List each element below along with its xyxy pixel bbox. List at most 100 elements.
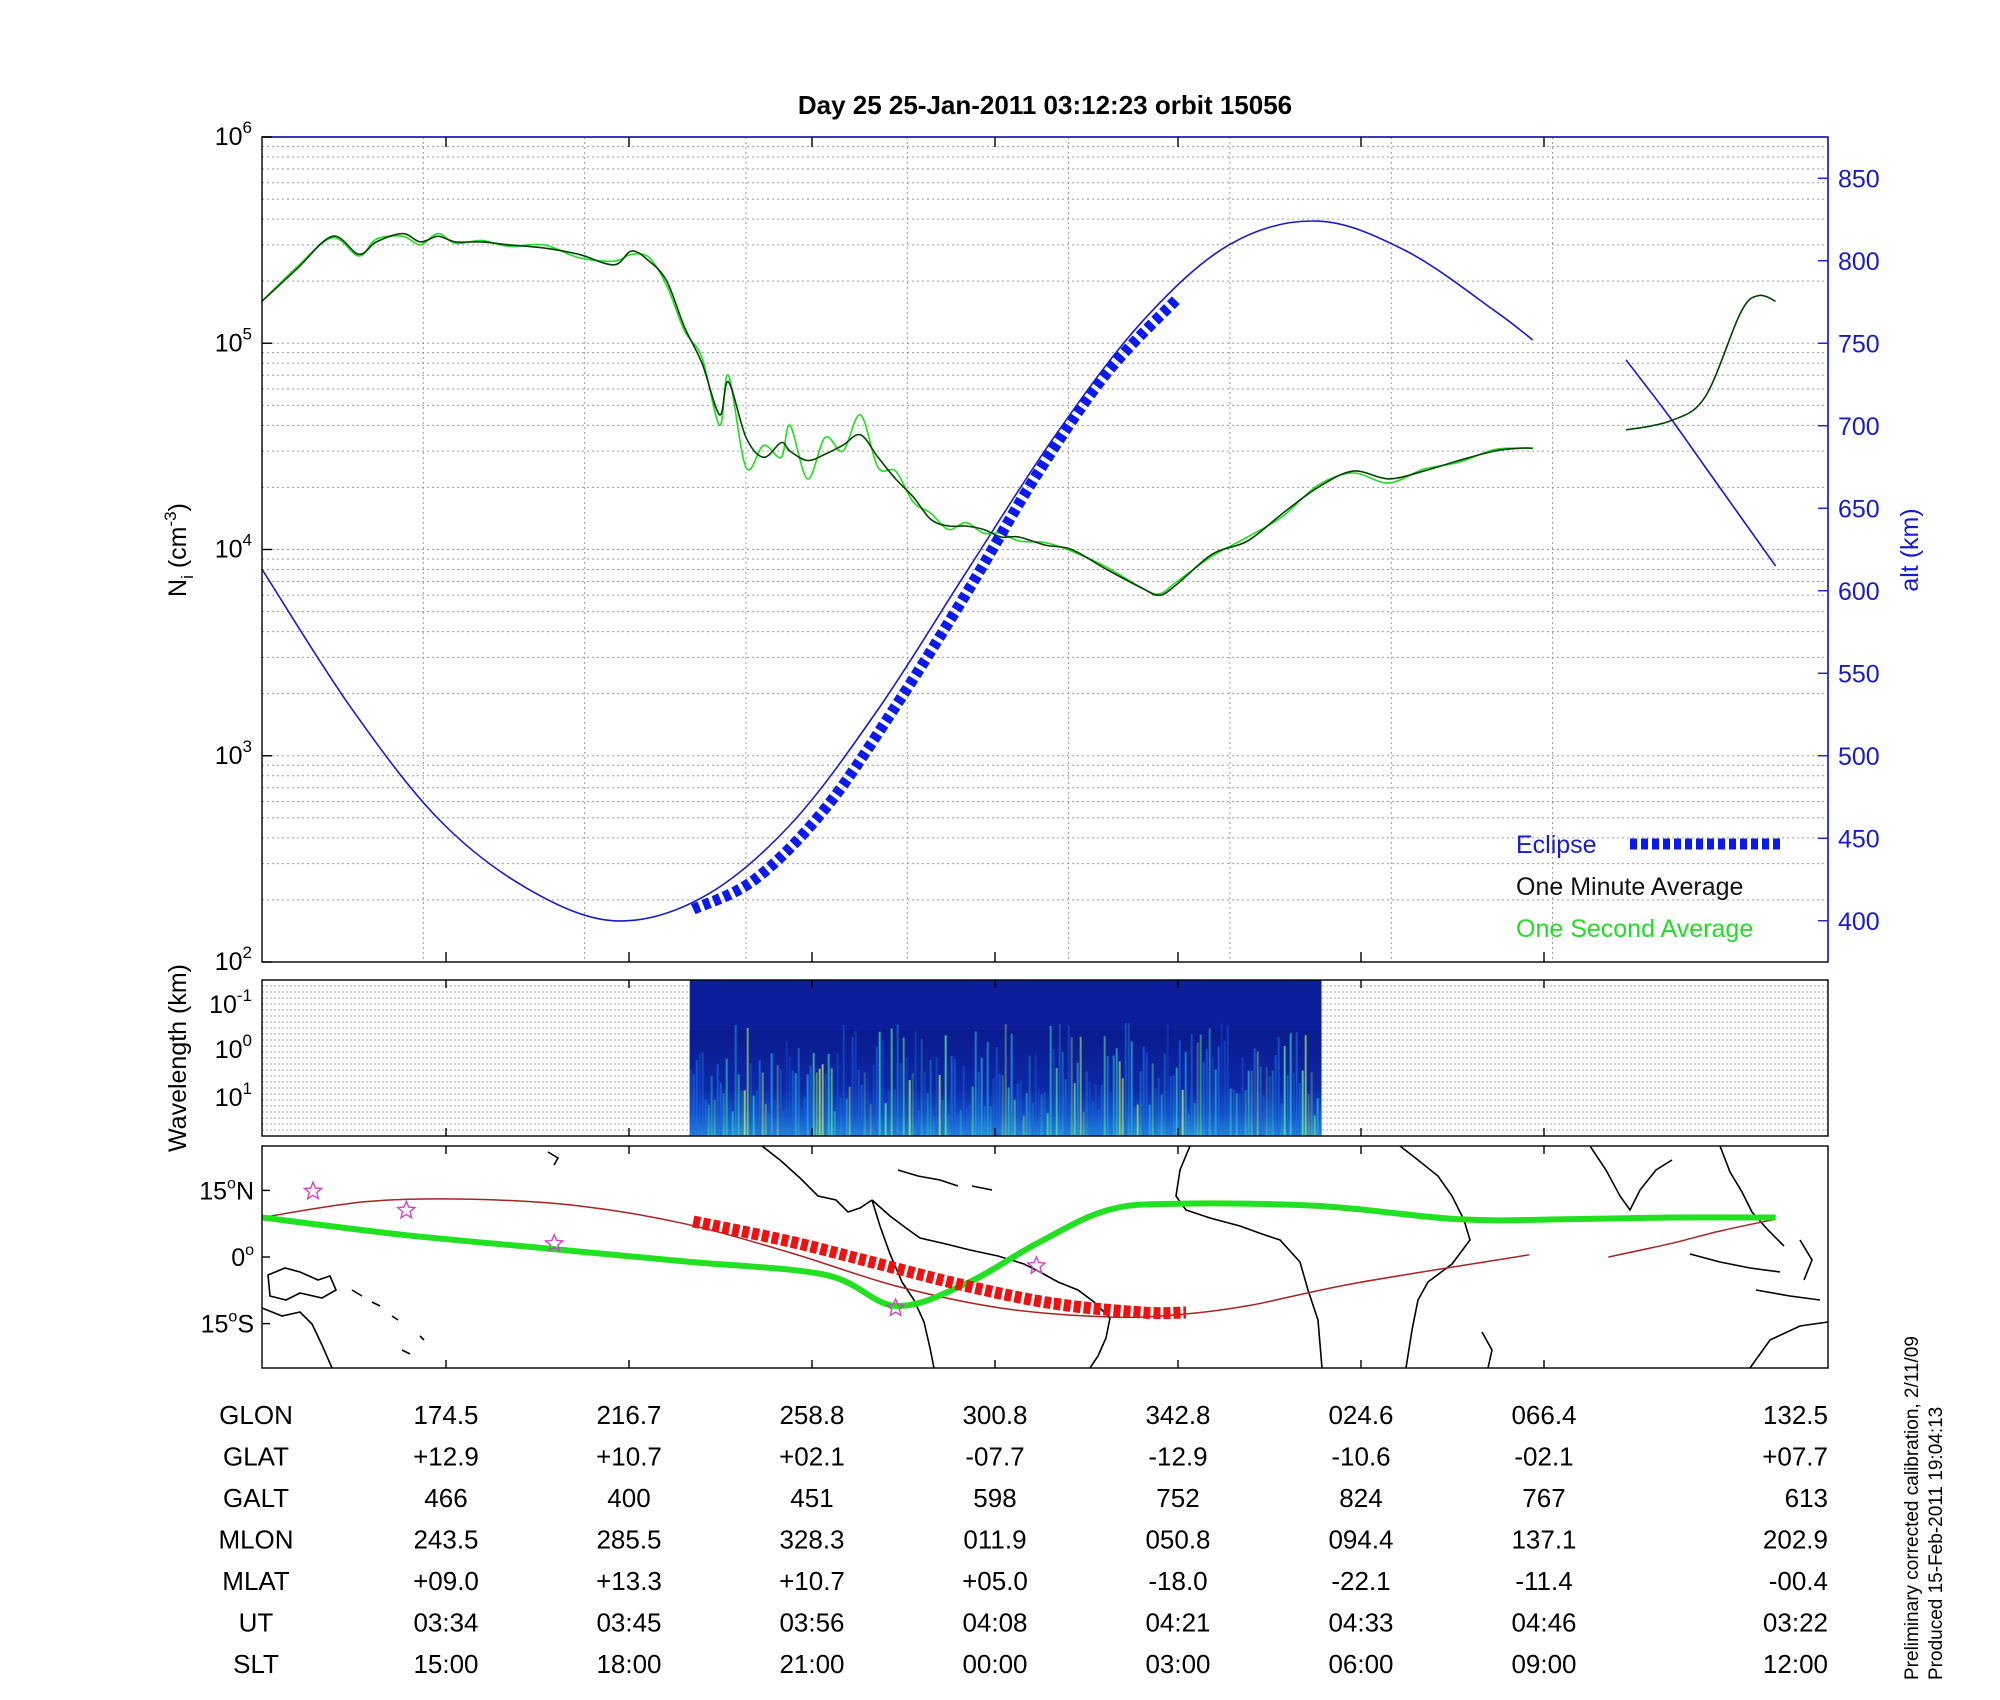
map-star xyxy=(1026,1255,1047,1275)
spectro-column xyxy=(1160,1094,1163,1136)
spectro-column xyxy=(881,1039,884,1136)
table-cell: 243.5 xyxy=(413,1525,478,1555)
spectro-column xyxy=(1148,1104,1151,1136)
spectro-column xyxy=(935,1057,938,1136)
table-cell: 09:00 xyxy=(1511,1649,1576,1679)
spectro-column xyxy=(845,1098,848,1136)
spectro-column xyxy=(983,1105,986,1136)
table-cell: 03:56 xyxy=(779,1608,844,1638)
spectro-column xyxy=(1043,1091,1046,1136)
spectro-column xyxy=(986,1041,989,1136)
table-row-label: UT xyxy=(239,1608,274,1638)
spectro-column xyxy=(1136,1104,1139,1136)
spectro-column xyxy=(1076,1062,1079,1136)
spectro-column xyxy=(1187,1113,1190,1136)
spectro-column xyxy=(1238,1093,1241,1136)
spectro-column xyxy=(959,1110,962,1136)
spectro-column xyxy=(1100,1084,1103,1136)
spectro-column xyxy=(962,1065,965,1136)
spectro-column xyxy=(968,1105,971,1136)
map-star xyxy=(543,1232,565,1253)
spectro-column xyxy=(1142,1046,1145,1136)
spectro-column xyxy=(1211,1056,1214,1136)
spectro-column xyxy=(1265,1067,1268,1136)
spectro-column xyxy=(1184,1051,1187,1136)
table-cell: -00.4 xyxy=(1769,1566,1828,1596)
spectro-column xyxy=(872,1065,875,1136)
spectro-column xyxy=(1022,1115,1025,1136)
map-star xyxy=(885,1297,906,1317)
spectro-column xyxy=(953,1059,956,1136)
table-row-label: GLAT xyxy=(223,1442,289,1472)
table-cell: 066.4 xyxy=(1511,1400,1576,1430)
spectro-column xyxy=(740,1090,743,1136)
table-cell: 598 xyxy=(973,1483,1016,1513)
coast-mexico-caribbean xyxy=(761,1146,873,1213)
spectro-column xyxy=(767,1113,770,1136)
table-row-label: GLON xyxy=(219,1400,293,1430)
table-cell: 050.8 xyxy=(1145,1525,1210,1555)
spectro-column xyxy=(1229,1088,1232,1136)
spectro-column xyxy=(1241,1057,1244,1136)
spectro-column xyxy=(1016,1083,1019,1136)
spectro-column xyxy=(941,1100,944,1136)
spectro-column xyxy=(692,1073,695,1136)
wavelength-tick-label: 100 xyxy=(215,1031,252,1064)
spectro-column xyxy=(791,1070,794,1136)
spectro-column xyxy=(1061,1051,1064,1136)
legend-one-second-label: One Second Average xyxy=(1516,915,1753,943)
coast-south-america-west xyxy=(871,1199,935,1368)
coast-africa-west xyxy=(1175,1146,1323,1368)
legend-one-minute-label: One Minute Average xyxy=(1516,873,1743,901)
spectro-column xyxy=(800,1108,803,1136)
density-tick-label: 103 xyxy=(215,737,252,770)
spectro-column xyxy=(896,1024,899,1136)
coast-australia-north xyxy=(262,1307,333,1368)
spectro-column xyxy=(902,1037,905,1136)
table-cell: 03:45 xyxy=(596,1608,661,1638)
spectro-column xyxy=(1073,1083,1076,1136)
map-frame xyxy=(261,1145,1829,1369)
density-axis-ticks: 102 103 104 105 106 xyxy=(215,118,272,976)
spectro-column xyxy=(1172,1075,1175,1136)
spectro-column xyxy=(875,1046,878,1136)
spectro-column xyxy=(893,1089,896,1136)
spectro-column xyxy=(1298,1082,1301,1136)
spectro-column xyxy=(1205,1049,1208,1136)
wavelength-tick-label: 10-1 xyxy=(209,986,252,1019)
table-cell: -11.4 xyxy=(1515,1566,1572,1596)
spectro-column xyxy=(857,1069,860,1136)
spectro-column xyxy=(1127,1023,1130,1136)
coast-southeast-asia xyxy=(1719,1146,1785,1247)
table-cell: 04:08 xyxy=(962,1608,1027,1638)
spectro-column xyxy=(869,1103,872,1136)
spectro-column xyxy=(746,1027,749,1136)
density-tick-label: 102 xyxy=(215,943,252,976)
table-cell: 04:21 xyxy=(1145,1608,1210,1638)
spectro-column xyxy=(1181,1089,1184,1136)
spectro-column xyxy=(1091,1101,1094,1136)
spectro-column xyxy=(788,1056,791,1136)
spectro-column xyxy=(884,1103,887,1136)
spectro-column xyxy=(1223,1040,1226,1136)
eclipse-track-line xyxy=(691,1215,1187,1320)
spectro-column xyxy=(1133,1106,1136,1136)
spectro-column xyxy=(725,1058,728,1136)
spectro-column xyxy=(1244,1090,1247,1136)
spectro-column xyxy=(698,1053,701,1136)
table-cell: +13.3 xyxy=(596,1566,662,1596)
spectro-column xyxy=(839,1096,842,1136)
table-cell: 824 xyxy=(1339,1483,1382,1513)
legend: Eclipse One Minute Average One Second Av… xyxy=(1516,831,1782,943)
coast-islands-pacific xyxy=(401,1151,560,1355)
spectro-column xyxy=(926,1092,929,1136)
spectro-column xyxy=(806,1074,809,1136)
legend-eclipse-label: Eclipse xyxy=(1516,831,1597,859)
spectro-column xyxy=(764,1104,767,1136)
satellite-track-line xyxy=(262,1198,1530,1319)
spectro-column xyxy=(1253,1048,1256,1136)
spectro-column xyxy=(890,1028,893,1136)
table-cell: +12.9 xyxy=(413,1442,479,1472)
spectro-column xyxy=(803,1098,806,1136)
spectro-column xyxy=(1070,1037,1073,1136)
